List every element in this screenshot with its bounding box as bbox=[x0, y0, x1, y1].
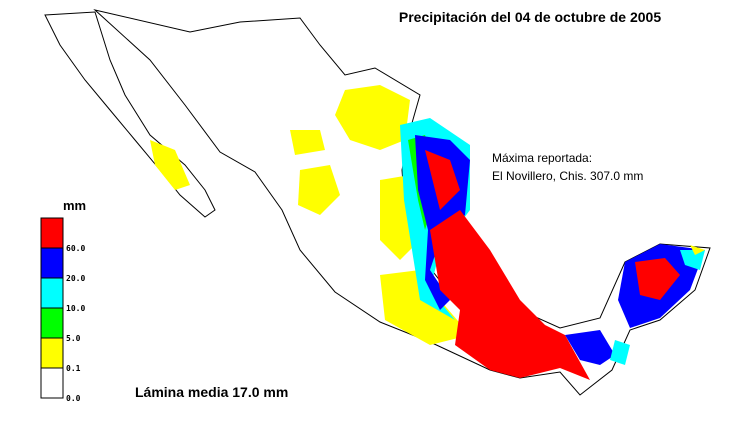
legend-label: 0.0 bbox=[66, 394, 81, 403]
legend-unit: mm bbox=[63, 198, 86, 213]
legend-swatch bbox=[40, 217, 64, 249]
annotation-line: Máxima reportada: bbox=[492, 151, 592, 165]
footer: Lámina media 17.0 mm bbox=[135, 384, 288, 400]
legend-swatch bbox=[40, 277, 64, 309]
annotation-line: El Novillero, Chis. 307.0 mm bbox=[492, 169, 643, 183]
legend-swatch bbox=[40, 247, 64, 279]
legend-swatch bbox=[40, 337, 64, 369]
legend-label: 0.1 bbox=[66, 364, 81, 373]
map-title: Precipitación del 04 de octubre de 2005 bbox=[399, 9, 661, 25]
legend: 60.0 20.0 10.0 5.0 0.1 0.0 bbox=[40, 217, 85, 403]
legend-swatch bbox=[40, 307, 64, 339]
legend-label: 60.0 bbox=[66, 244, 85, 253]
rain-areas bbox=[150, 85, 705, 380]
legend-label: 10.0 bbox=[66, 304, 85, 313]
legend-label: 20.0 bbox=[66, 274, 85, 283]
legend-swatch bbox=[40, 367, 64, 399]
legend-label: 5.0 bbox=[66, 334, 81, 343]
